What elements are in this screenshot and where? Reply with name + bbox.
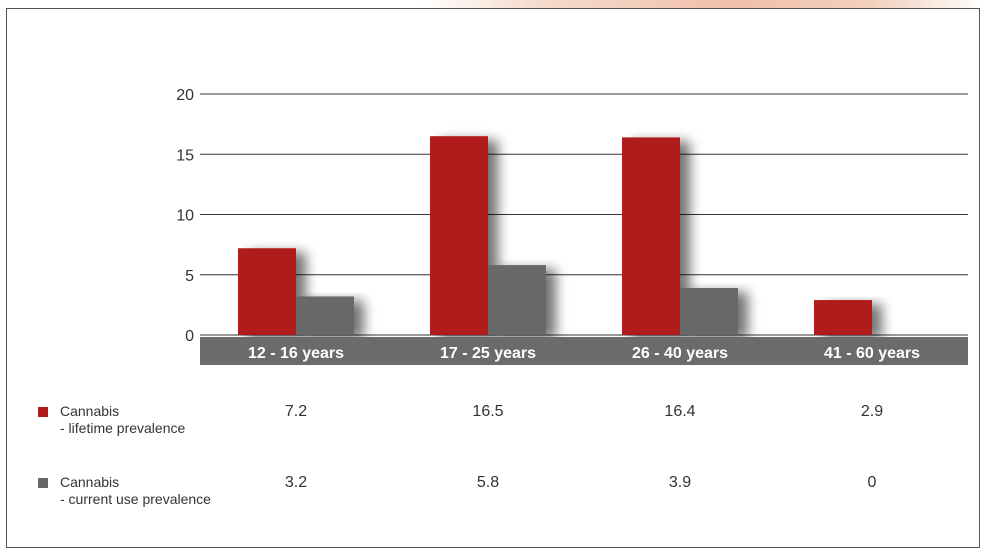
bars [238, 136, 872, 335]
value-cell-1-3: 0 [867, 474, 877, 491]
value-cell-0-3: 2.9 [860, 403, 884, 420]
legend-label-lifetime-line1: Cannabis [60, 403, 120, 419]
bar-lifetime-0 [238, 248, 296, 335]
decorative-top-band [420, 0, 986, 8]
legend-label-lifetime: Cannabis - lifetime prevalence [60, 403, 185, 437]
legend-label-current-line1: Cannabis [60, 474, 120, 490]
value-cell-0-0: 7.2 [284, 403, 308, 420]
bar-current-1 [488, 265, 546, 335]
category-band: 12 - 16 years 17 - 25 years 26 - 40 years 4… [200, 337, 968, 365]
y-tick-label-15: 15 [176, 147, 194, 164]
x-tick-label-0: 12 - 16 years [248, 345, 344, 362]
y-tick-label-10: 10 [176, 208, 194, 225]
bar-lifetime-3 [814, 300, 872, 335]
category-band-bg [200, 337, 968, 365]
legend-swatch-current [38, 478, 48, 488]
legend-label-lifetime-line2: - lifetime prevalence [60, 420, 186, 436]
bar-lifetime-1 [430, 136, 488, 335]
x-tick-label-2: 26 - 40 years [632, 345, 728, 362]
legend-label-current-line2: - current use prevalence [60, 491, 211, 507]
value-cell-0-2: 16.4 [664, 403, 696, 420]
bar-lifetime-2 [622, 137, 680, 335]
legend-label-current: Cannabis - current use prevalence [60, 474, 211, 508]
y-axis-ticks: 0 5 10 15 20 [176, 87, 194, 345]
y-tick-label-0: 0 [185, 328, 194, 345]
value-cell-1-2: 3.9 [668, 474, 692, 491]
value-cell-1-0: 3.2 [284, 474, 308, 491]
y-tick-label-5: 5 [185, 268, 194, 285]
bar-current-0 [296, 296, 354, 335]
bar-current-2 [680, 288, 738, 335]
value-cell-1-1: 5.8 [476, 474, 500, 491]
value-cell-0-1: 16.5 [472, 403, 504, 420]
y-tick-label-20: 20 [176, 87, 194, 104]
x-tick-label-3: 41 - 60 years [824, 345, 920, 362]
x-tick-label-1: 17 - 25 years [440, 345, 536, 362]
legend-swatch-lifetime [38, 407, 48, 417]
